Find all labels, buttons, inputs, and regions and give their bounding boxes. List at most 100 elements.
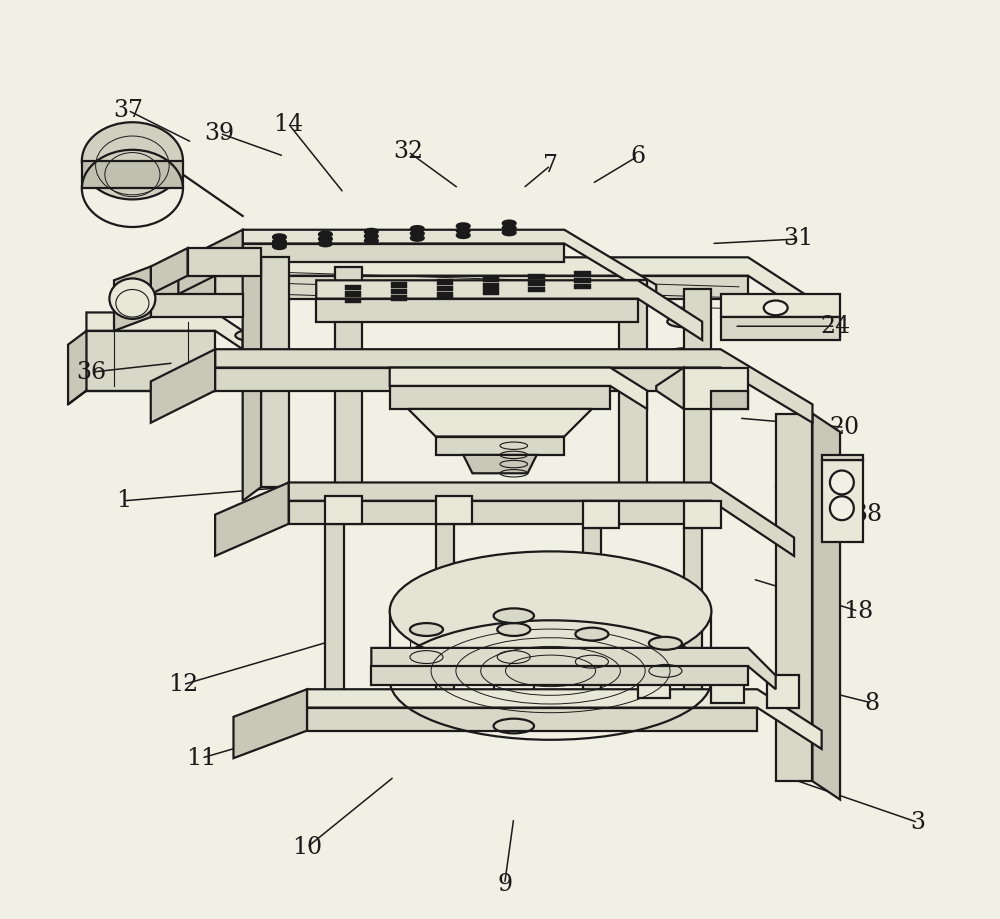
Polygon shape — [243, 257, 261, 501]
Polygon shape — [583, 528, 601, 717]
Bar — [574, 271, 591, 277]
Ellipse shape — [411, 231, 424, 236]
Ellipse shape — [235, 330, 268, 341]
Ellipse shape — [273, 244, 286, 249]
Polygon shape — [335, 267, 362, 515]
Ellipse shape — [649, 637, 682, 650]
Text: 18: 18 — [843, 599, 874, 623]
Ellipse shape — [82, 122, 183, 199]
Text: 12: 12 — [168, 673, 198, 697]
Polygon shape — [316, 299, 638, 322]
Polygon shape — [316, 280, 702, 340]
Ellipse shape — [457, 233, 470, 238]
Bar — [528, 274, 545, 279]
Bar — [437, 279, 453, 285]
Ellipse shape — [410, 623, 443, 636]
Ellipse shape — [390, 551, 711, 671]
Polygon shape — [68, 331, 86, 404]
Bar — [437, 286, 453, 291]
Ellipse shape — [319, 232, 332, 237]
Ellipse shape — [667, 348, 700, 359]
Polygon shape — [656, 368, 684, 409]
Bar — [574, 284, 591, 289]
Polygon shape — [215, 257, 840, 335]
Polygon shape — [151, 248, 188, 294]
Bar — [391, 282, 407, 288]
Polygon shape — [233, 689, 307, 758]
Text: 20: 20 — [830, 415, 860, 439]
Text: 6: 6 — [630, 144, 645, 168]
Polygon shape — [371, 666, 748, 685]
Polygon shape — [243, 244, 564, 262]
Polygon shape — [86, 331, 215, 391]
Polygon shape — [307, 689, 822, 749]
Ellipse shape — [503, 221, 516, 226]
Polygon shape — [325, 496, 362, 524]
Bar — [391, 295, 407, 301]
Text: 39: 39 — [205, 121, 235, 145]
Polygon shape — [390, 386, 610, 409]
Text: 38: 38 — [853, 503, 883, 527]
Ellipse shape — [365, 233, 378, 239]
Polygon shape — [151, 349, 215, 423]
Polygon shape — [436, 437, 564, 455]
Text: 24: 24 — [820, 314, 851, 338]
Text: 37: 37 — [113, 98, 143, 122]
Ellipse shape — [365, 229, 378, 234]
Polygon shape — [188, 248, 261, 276]
Bar — [345, 285, 361, 290]
Ellipse shape — [457, 223, 470, 229]
Polygon shape — [684, 289, 711, 515]
Polygon shape — [767, 675, 799, 708]
Polygon shape — [261, 257, 289, 487]
Ellipse shape — [667, 316, 700, 327]
Polygon shape — [390, 368, 647, 409]
Text: 14: 14 — [274, 112, 304, 136]
Text: 7: 7 — [543, 153, 558, 177]
Ellipse shape — [830, 471, 854, 494]
Bar — [345, 291, 361, 297]
Bar — [437, 292, 453, 298]
Polygon shape — [812, 414, 840, 800]
Polygon shape — [463, 455, 537, 473]
Polygon shape — [215, 276, 748, 299]
Polygon shape — [243, 230, 656, 299]
Ellipse shape — [503, 225, 516, 231]
Text: 8: 8 — [865, 691, 880, 715]
Text: 36: 36 — [76, 360, 106, 384]
Polygon shape — [638, 666, 670, 698]
Text: 32: 32 — [393, 140, 423, 164]
Ellipse shape — [411, 235, 424, 241]
Bar — [483, 283, 499, 289]
Bar — [391, 289, 407, 294]
Polygon shape — [721, 294, 840, 317]
Text: 31: 31 — [784, 227, 814, 251]
Ellipse shape — [764, 301, 788, 315]
Polygon shape — [289, 501, 711, 524]
Polygon shape — [289, 482, 794, 556]
Ellipse shape — [830, 496, 854, 520]
Ellipse shape — [273, 234, 286, 240]
Polygon shape — [371, 648, 776, 689]
Text: 9: 9 — [497, 872, 512, 896]
Bar — [528, 280, 545, 286]
Polygon shape — [711, 671, 744, 703]
Ellipse shape — [411, 226, 424, 232]
Polygon shape — [583, 501, 619, 528]
Text: 10: 10 — [292, 835, 322, 859]
Polygon shape — [822, 460, 863, 542]
Polygon shape — [325, 524, 344, 698]
Bar — [483, 277, 499, 282]
Polygon shape — [215, 349, 812, 423]
Ellipse shape — [273, 239, 286, 244]
Ellipse shape — [457, 228, 470, 233]
Polygon shape — [684, 368, 748, 409]
Polygon shape — [151, 294, 243, 317]
Ellipse shape — [109, 278, 155, 319]
Polygon shape — [82, 161, 183, 188]
Ellipse shape — [235, 298, 268, 309]
Polygon shape — [114, 267, 151, 331]
Polygon shape — [721, 317, 840, 340]
Text: 11: 11 — [186, 746, 216, 770]
Polygon shape — [436, 496, 472, 524]
